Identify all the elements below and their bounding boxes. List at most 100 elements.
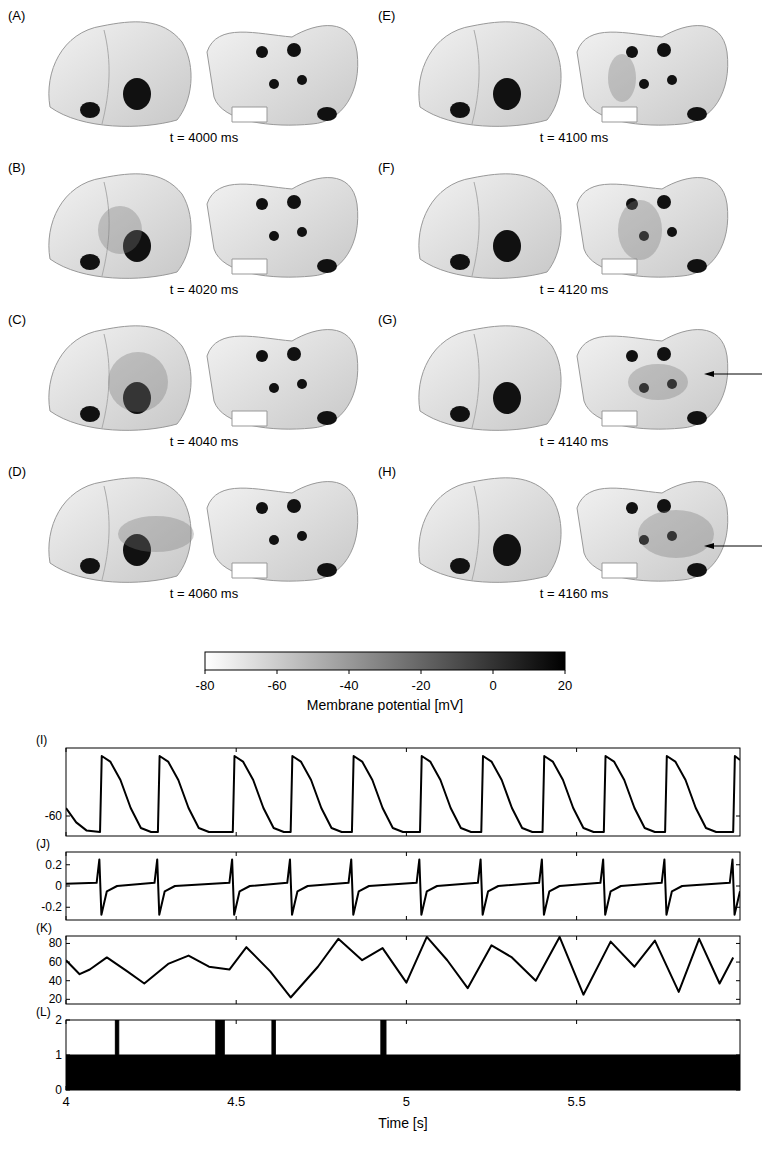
cut-opening [602,107,637,122]
atrium-shape [419,174,561,279]
cut-opening [232,563,267,578]
atrium-edge [472,334,479,428]
tick [736,816,740,817]
tick [66,1020,70,1021]
tick [565,670,566,674]
frame [66,852,740,920]
vein [256,46,268,58]
snapshot: (F)t = 4120 ms [378,160,728,297]
plot-area [66,756,740,832]
vein [297,227,307,237]
vein [287,43,301,57]
vein [687,411,707,425]
tick-label: -40 [340,678,359,693]
wavefront [108,352,168,412]
atrium-shape [577,482,728,582]
tick [236,1020,237,1024]
tick [406,832,407,836]
vein [450,102,470,118]
line [66,859,740,914]
vein [269,535,279,545]
tick [421,670,422,674]
tick [66,864,70,865]
plot-area [66,859,740,914]
atrium-edge [472,486,479,580]
time-label: t = 4020 ms [170,282,239,297]
tick [205,670,206,674]
tick [66,1000,67,1004]
tick-label: 0 [55,879,62,893]
arrow [712,374,762,375]
vein [450,558,470,574]
snapshot: (D)t = 4060 ms [8,464,358,601]
panel-label: (F) [378,160,395,175]
chart: 0.20-0.2(J) [36,837,740,920]
snapshot: (E)t = 4100 ms [378,8,728,145]
tick [66,852,67,856]
time-label: t = 4000 ms [170,130,239,145]
tick [576,1020,577,1024]
tick [236,832,237,836]
tick [736,864,740,865]
tick [576,832,577,836]
vein [667,75,677,85]
atrium-shape [207,482,358,582]
tick-label: 20 [558,678,572,693]
vein [639,79,649,89]
tick-label: -20 [412,678,431,693]
vein [80,102,100,118]
vein [317,259,337,273]
tick [736,1055,740,1056]
line [66,937,733,998]
panel-label: (A) [8,8,25,23]
time-label: t = 4040 ms [170,434,239,449]
wavefront [638,510,714,558]
vein [317,411,337,425]
tick [736,980,740,981]
wavefront [628,364,688,400]
plot-area [66,937,733,998]
snapshot: (B)t = 4020 ms [8,160,358,297]
tick [406,852,407,856]
snapshot: (A) t = 4000 ms [8,8,358,145]
time-label: t = 4160 ms [540,586,609,601]
panel-label: (D) [8,464,26,479]
atrium-shape [419,478,561,583]
tick [277,670,278,674]
tick [736,943,740,944]
axis-title: Time [s] [378,1115,427,1131]
cut-opening [602,411,637,426]
arrow-head [704,371,714,377]
tick [66,980,70,981]
arrow-head [704,543,714,549]
vein [80,254,100,270]
vein [287,499,301,513]
chart: 20406080(K) [36,921,740,1006]
atrium-shape [207,178,358,278]
vein [450,406,470,422]
tick [406,748,407,752]
panel-label: (I) [36,733,47,747]
tick [736,999,740,1000]
colorbar [205,652,565,670]
tick-label: 20 [49,992,63,1006]
tick [576,852,577,856]
tick [66,816,70,817]
atrium-shape [207,330,358,430]
tick [66,886,70,887]
snapshot: (G)t = 4140 ms [378,312,762,449]
vein [450,254,470,270]
vein [657,43,671,57]
tick [576,748,577,752]
tick [66,1020,67,1024]
atrium-shape [49,326,191,431]
frame [66,936,740,1004]
vein [269,231,279,241]
tick [736,907,740,908]
tick [66,999,70,1000]
tick [576,1000,577,1004]
snapshot: (H)t = 4160 ms [378,464,762,601]
atrium-shape [49,22,191,127]
cut-opening [602,259,637,274]
vein [687,107,707,121]
